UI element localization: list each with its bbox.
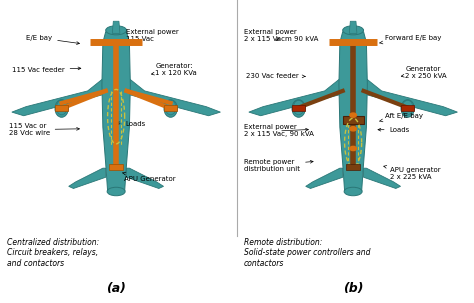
Ellipse shape [55, 100, 68, 117]
Polygon shape [12, 79, 106, 116]
Ellipse shape [107, 187, 125, 196]
Ellipse shape [164, 100, 177, 117]
Text: E/E bay: E/E bay [26, 35, 80, 45]
FancyBboxPatch shape [401, 105, 414, 111]
FancyBboxPatch shape [346, 164, 360, 170]
Polygon shape [364, 168, 401, 188]
Text: APU generator
2 x 225 kVA: APU generator 2 x 225 kVA [384, 165, 440, 180]
FancyBboxPatch shape [109, 164, 123, 170]
Text: Loads: Loads [378, 127, 410, 133]
Text: Aft E/E bay: Aft E/E bay [379, 113, 423, 122]
Text: 115 Vac feeder: 115 Vac feeder [12, 67, 81, 73]
Polygon shape [127, 168, 164, 188]
Polygon shape [364, 79, 457, 116]
Circle shape [350, 146, 356, 151]
Circle shape [350, 113, 356, 117]
FancyBboxPatch shape [164, 105, 177, 111]
Polygon shape [102, 32, 130, 191]
Ellipse shape [344, 187, 362, 196]
Text: (b): (b) [343, 282, 364, 295]
Circle shape [350, 127, 356, 131]
Text: Generator
2 x 250 kVA: Generator 2 x 250 kVA [401, 66, 447, 78]
Text: Loads: Loads [116, 121, 146, 127]
Polygon shape [249, 79, 343, 116]
Ellipse shape [343, 26, 364, 35]
Polygon shape [69, 168, 106, 188]
Text: 115 Vac or
28 Vdc wire: 115 Vac or 28 Vdc wire [9, 123, 79, 136]
Text: External power
2 x 115 Vac, 90 kVA: External power 2 x 115 Vac, 90 kVA [244, 125, 314, 137]
Text: (a): (a) [106, 282, 126, 295]
Ellipse shape [401, 100, 414, 117]
Text: Remote distribution:
Solid-state power controllers and
contactors: Remote distribution: Solid-state power c… [244, 238, 371, 268]
FancyBboxPatch shape [292, 105, 305, 111]
Text: Centralized distribution:
Circuit breakers, relays,
and contactors: Centralized distribution: Circuit breake… [7, 238, 100, 268]
Polygon shape [112, 21, 120, 33]
Text: Generator:
1 x 120 KVa: Generator: 1 x 120 KVa [152, 63, 197, 76]
Text: External power
115 Vac: External power 115 Vac [122, 29, 178, 44]
Ellipse shape [106, 26, 127, 35]
Text: APU Generator: APU Generator [123, 172, 176, 182]
FancyBboxPatch shape [343, 116, 364, 124]
Polygon shape [339, 32, 367, 191]
Text: Forward E/E bay: Forward E/E bay [379, 35, 441, 44]
Text: 230 Vac feeder: 230 Vac feeder [246, 73, 305, 79]
Polygon shape [349, 21, 357, 33]
Ellipse shape [292, 100, 305, 117]
Polygon shape [306, 168, 343, 188]
Text: External power
2 x 115 Vacm 90 kVA: External power 2 x 115 Vacm 90 kVA [244, 29, 319, 42]
Text: Remote power
distribution unit: Remote power distribution unit [244, 159, 313, 171]
FancyBboxPatch shape [55, 105, 68, 111]
Polygon shape [127, 79, 220, 116]
